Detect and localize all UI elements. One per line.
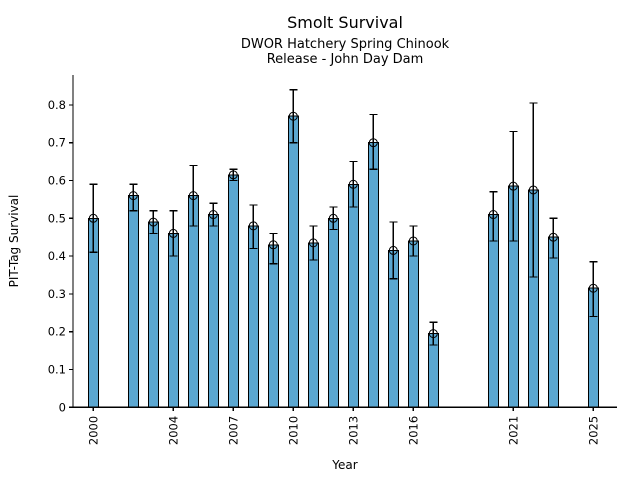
bar-2020 [487, 214, 499, 408]
bar-2010 [287, 115, 299, 408]
bar-2004 [167, 232, 179, 408]
marker-2005 [188, 191, 198, 201]
marker-2010 [288, 111, 298, 121]
chart-subtitle-line2: Release - John Day Dam [266, 52, 424, 67]
y-tick-label-0.1: 0.1 [48, 363, 66, 377]
marker-2006 [208, 210, 218, 220]
marker-2015 [388, 245, 398, 255]
bar-2013 [347, 183, 359, 408]
bar-2005 [187, 195, 199, 408]
bar-2012 [327, 217, 339, 408]
marker-2011 [308, 238, 318, 248]
marker-2023 [548, 232, 558, 242]
bar-2011 [307, 242, 319, 408]
y-tick-label-0.2: 0.2 [48, 325, 66, 339]
bar-2007 [227, 174, 239, 408]
x-axis-label: Year [332, 458, 358, 472]
chart-title: Smolt Survival [287, 13, 403, 32]
bar-2006 [207, 214, 219, 408]
bar-2003 [147, 221, 159, 408]
x-tick-label-2021: 2021 [506, 416, 520, 445]
bar-2002 [127, 195, 139, 408]
marker-2008 [248, 221, 258, 231]
y-tick-label-0.6: 0.6 [48, 174, 66, 188]
bar-2023 [547, 236, 559, 408]
marker-2025 [588, 283, 598, 293]
bar-2008 [247, 225, 259, 408]
y-tick-label-0: 0 [59, 400, 66, 414]
x-tick-label-2010: 2010 [286, 416, 300, 445]
marker-2014 [368, 138, 378, 148]
bar-2009 [267, 244, 279, 408]
y-tick-label-0.4: 0.4 [48, 249, 66, 263]
marker-2002 [128, 191, 138, 201]
marker-2009 [268, 240, 278, 250]
marker-2007 [228, 170, 238, 180]
chart-subtitle: DWOR Hatchery Spring Chinook Release - J… [73, 37, 617, 67]
bar-2014 [367, 142, 379, 408]
y-tick-label-0.8: 0.8 [48, 98, 66, 112]
y-tick-label-0.5: 0.5 [48, 211, 66, 225]
y-tick-label-0.3: 0.3 [48, 287, 66, 301]
marker-2000 [88, 213, 98, 223]
marker-2020 [488, 210, 498, 220]
marker-2022 [528, 185, 538, 195]
marker-2012 [328, 213, 338, 223]
marker-2021 [508, 181, 518, 191]
x-tick-label-2007: 2007 [226, 416, 240, 445]
x-tick-label-2013: 2013 [346, 416, 360, 445]
x-tick-label-2004: 2004 [166, 416, 180, 445]
marker-2017 [428, 329, 438, 339]
x-tick-label-2000: 2000 [86, 416, 100, 445]
y-tick-label-0.7: 0.7 [48, 136, 66, 150]
bar-2016 [407, 240, 419, 408]
marker-2016 [408, 236, 418, 246]
marker-2003 [148, 217, 158, 227]
marker-2004 [168, 228, 178, 238]
chart-subtitle-line1: DWOR Hatchery Spring Chinook [240, 37, 450, 52]
x-tick-label-2016: 2016 [406, 416, 420, 445]
x-tick-label-2025: 2025 [586, 416, 600, 445]
marker-2013 [348, 179, 358, 189]
